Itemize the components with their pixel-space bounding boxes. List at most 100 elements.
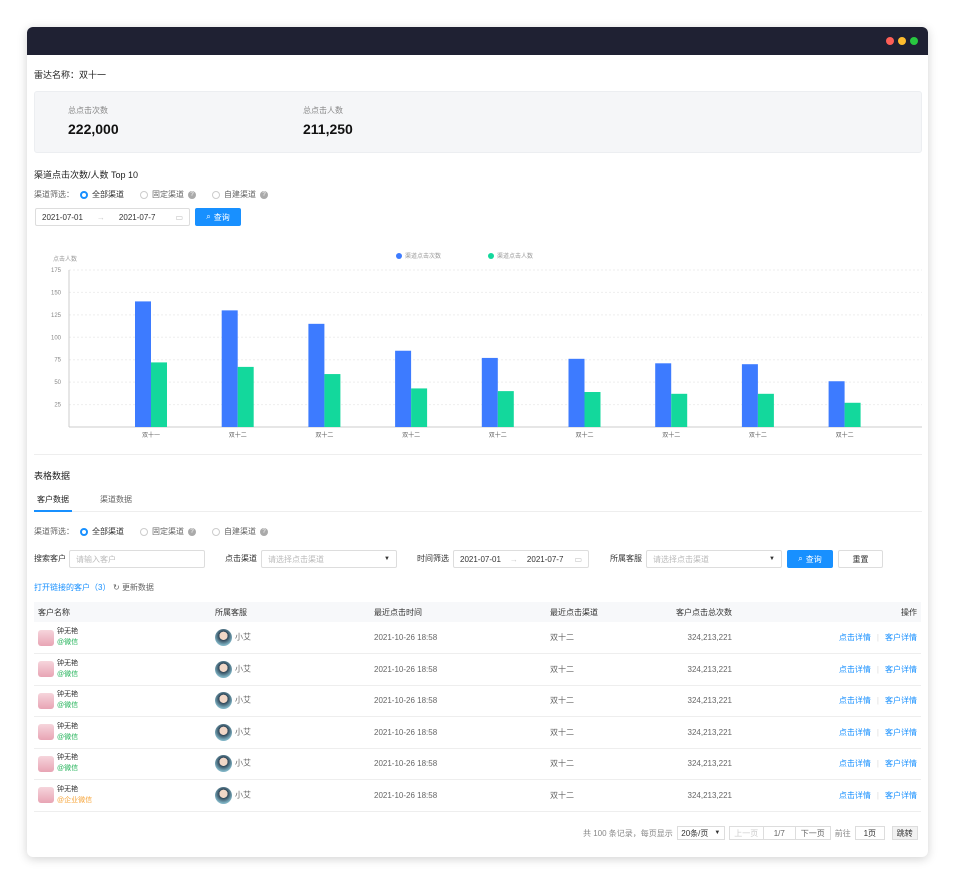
legend-label[interactable]: 渠道点击人数: [497, 252, 533, 260]
calendar-icon: ▭: [574, 554, 582, 564]
radio-label: 固定渠道: [152, 190, 184, 199]
click-details-link[interactable]: 点击详情: [838, 633, 871, 642]
bar-visitors[interactable]: [584, 392, 601, 427]
legend-label[interactable]: 渠道点击次数: [405, 252, 441, 260]
staff-cell: 小艾: [211, 748, 370, 780]
staff-select[interactable]: 请选择点击渠道 ▼: [646, 550, 782, 568]
bar-chart: 点击人数 25 50 75 100 125 150 175 双十一 双十二 双十二 双十二 双十二 双十二…: [51, 252, 922, 439]
last-click-time: 2021-10-26 18:58: [370, 779, 546, 812]
tabs: 客户数据 渠道数据: [34, 490, 922, 512]
click-details-link[interactable]: 点击详情: [838, 664, 871, 674]
customer-source: @微信: [57, 733, 79, 741]
last-click-time: 2021-10-26 18:58: [370, 653, 546, 686]
refresh-button[interactable]: ↻ 更新数据: [113, 582, 154, 593]
search-icon: ⌕: [798, 554, 803, 563]
query-button[interactable]: ⌕ 查询: [195, 208, 241, 226]
bar-clicks[interactable]: [308, 323, 325, 427]
customer-avatar: [38, 755, 54, 772]
staff-name: 小艾: [235, 758, 251, 768]
bar-visitors[interactable]: [844, 402, 861, 427]
help-icon[interactable]: ?: [260, 527, 268, 536]
radio-all[interactable]: 全部渠道: [80, 189, 124, 200]
radio-fixed[interactable]: 固定渠道?: [140, 526, 196, 537]
stat-value: 222,000: [68, 121, 119, 137]
radio-custom[interactable]: 自建渠道?: [212, 526, 268, 537]
close-icon[interactable]: [886, 37, 894, 45]
radar-label: 雷达名称：: [34, 70, 80, 80]
date-range-picker[interactable]: 2021-07-01 → 2021-07-7 ▭: [35, 208, 190, 226]
click-details-link[interactable]: 点击详情: [838, 759, 871, 769]
bar-visitors[interactable]: [497, 391, 514, 427]
customer-cell: 钟无艳 @企业微信: [34, 779, 211, 812]
staff-name: 小艾: [235, 695, 251, 705]
date-range-picker[interactable]: 2021-07-01 → 2021-07-7 ▭: [453, 550, 589, 568]
bar-clicks[interactable]: [135, 301, 151, 427]
last-click-channel: 双十二: [546, 685, 656, 717]
radio-label: 全部渠道: [92, 190, 124, 199]
customer-cell: 钟无艳 @微信: [34, 748, 211, 780]
customer-details-link[interactable]: 客户详情: [885, 696, 917, 706]
refresh-icon: ↻: [113, 583, 120, 592]
customer-details-link[interactable]: 客户详情: [885, 664, 917, 674]
page-input[interactable]: 1页: [854, 826, 885, 840]
bar-visitors[interactable]: [324, 374, 341, 427]
staff-name: 小艾: [235, 790, 251, 800]
search-input[interactable]: 请输入客户: [69, 550, 205, 568]
bar-visitors[interactable]: [237, 366, 254, 427]
customer-details-link[interactable]: 客户详情: [885, 727, 917, 737]
maximize-icon[interactable]: [910, 37, 918, 45]
bar-clicks[interactable]: [655, 363, 672, 427]
bar-visitors[interactable]: [671, 393, 688, 427]
bar-clicks[interactable]: [395, 350, 412, 427]
radio-label: 全部渠道: [92, 527, 124, 536]
bar-clicks[interactable]: [741, 364, 758, 427]
x-tick-label: 双十一: [142, 431, 160, 439]
date-end: 2021-07-7: [526, 554, 564, 564]
minimize-icon[interactable]: [898, 37, 906, 45]
customer-details-link[interactable]: 客户详情: [885, 633, 917, 642]
channel-select[interactable]: 请选择点击渠道 ▼: [261, 550, 397, 568]
click-details-link[interactable]: 点击详情: [838, 790, 871, 800]
help-icon[interactable]: ?: [260, 190, 268, 199]
customer-name: 钟无艳: [57, 628, 78, 635]
caret-down-icon: ▼: [769, 556, 775, 562]
customer-details-link[interactable]: 客户详情: [885, 759, 917, 769]
last-click-time: 2021-10-26 18:58: [370, 622, 546, 654]
customer-details-link[interactable]: 客户详情: [885, 790, 917, 800]
bar-visitors[interactable]: [757, 393, 774, 427]
radio-custom[interactable]: 自建渠道?: [212, 189, 268, 200]
title-bar: [27, 27, 928, 55]
customer-table: 客户名称 所属客服 最近点击时间 最近点击渠道 客户点击总次数 操作 钟无艳 @微…: [34, 602, 921, 812]
radio-label: 自建渠道: [224, 190, 256, 199]
radio-fixed[interactable]: 固定渠道?: [140, 189, 196, 200]
bar-visitors[interactable]: [151, 362, 167, 427]
last-click-channel: 双十二: [546, 622, 656, 654]
page-size-select[interactable]: 20条/页 ▼: [676, 826, 725, 840]
prev-page-button[interactable]: 上一页: [728, 826, 764, 840]
customer-name: 钟无艳: [57, 691, 78, 699]
last-click-channel: 双十二: [546, 716, 656, 749]
tab-customer-data[interactable]: 客户数据: [34, 490, 72, 512]
click-details-link[interactable]: 点击详情: [838, 696, 871, 706]
help-icon[interactable]: ?: [188, 527, 196, 536]
click-details-link[interactable]: 点击详情: [838, 727, 871, 737]
next-page-button[interactable]: 下一页: [795, 826, 831, 840]
jump-button[interactable]: 跳转: [891, 826, 918, 840]
staff-avatar: [215, 660, 232, 678]
opened-link-customers-link[interactable]: 打开链接的客户（3）: [34, 583, 111, 592]
customer-source: @企业微信: [57, 796, 93, 804]
bar-clicks[interactable]: [828, 381, 845, 427]
bar-visitors[interactable]: [411, 388, 428, 427]
bar-clicks[interactable]: [221, 310, 238, 427]
bar-clicks[interactable]: [568, 358, 585, 427]
bar-clicks[interactable]: [481, 357, 498, 427]
help-icon[interactable]: ?: [188, 190, 196, 199]
table-query-button[interactable]: ⌕ 查询: [787, 550, 833, 568]
y-tick-label: 75: [54, 358, 61, 364]
reset-button[interactable]: 重置: [838, 550, 883, 568]
tab-channel-data[interactable]: 渠道数据: [100, 495, 132, 504]
y-axis-label: 点击人数: [53, 255, 77, 263]
click-count: 324,213,221: [656, 748, 736, 780]
radio-all[interactable]: 全部渠道: [80, 526, 124, 537]
x-tick-label: 双十二: [575, 431, 593, 439]
